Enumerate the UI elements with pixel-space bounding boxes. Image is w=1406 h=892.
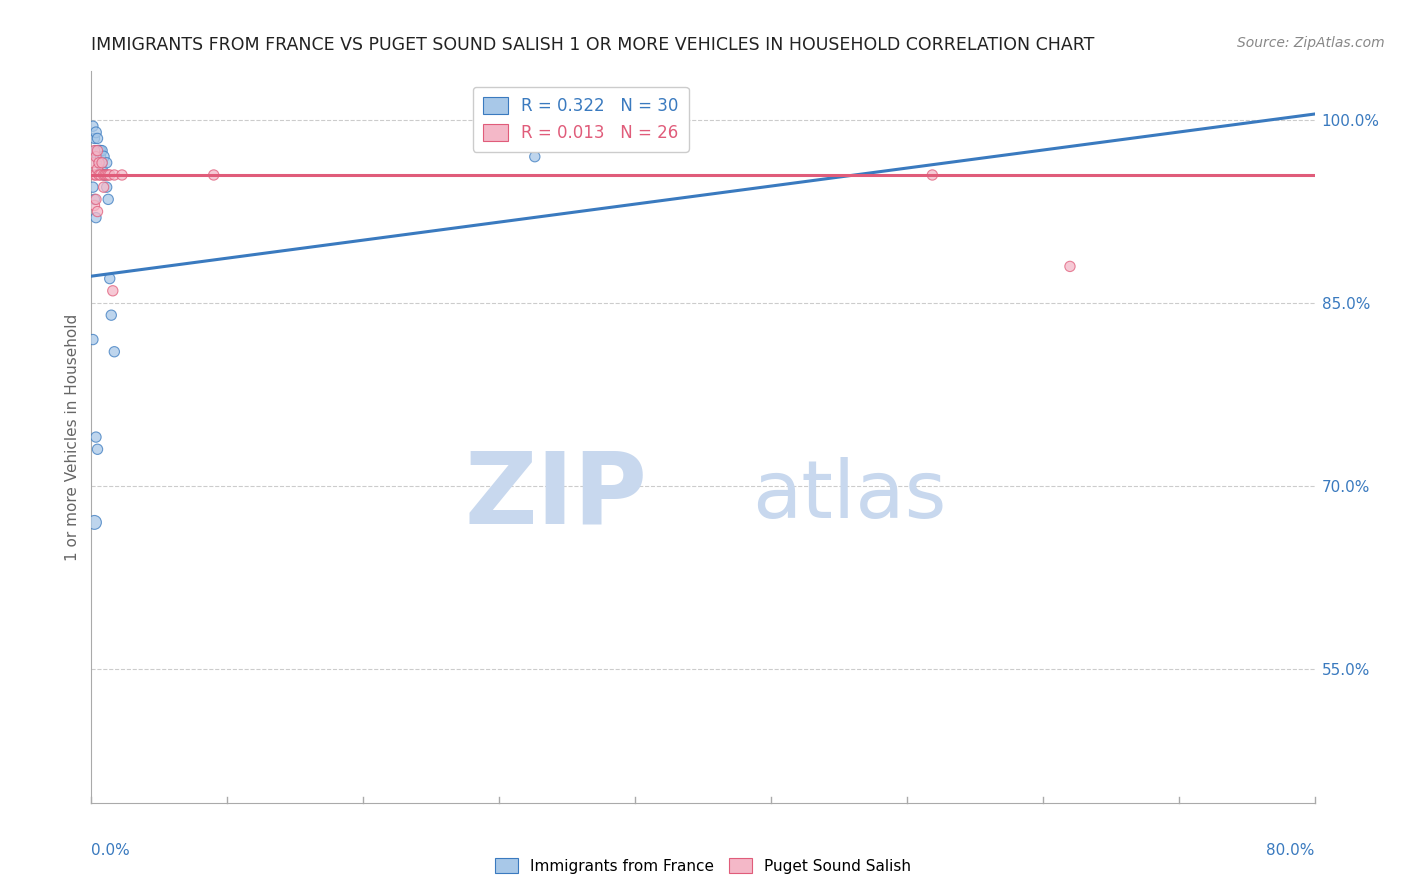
Point: [98, 168, 121, 182]
Point: [97, 168, 120, 182]
Point: [91, 156, 114, 170]
Point: [84, 168, 107, 182]
Point: [98, 271, 121, 285]
Point: [87, 156, 110, 170]
Point: [103, 344, 125, 359]
Point: [93, 168, 115, 182]
Point: [84, 150, 107, 164]
Point: [82, 333, 104, 347]
Point: [94, 168, 117, 182]
Point: [103, 168, 125, 182]
Point: [87, 156, 110, 170]
Point: [83, 193, 105, 207]
Text: ZIP: ZIP: [465, 447, 648, 544]
Text: IMMIGRANTS FROM FRANCE VS PUGET SOUND SALISH 1 OR MORE VEHICLES IN HOUSEHOLD COR: IMMIGRANTS FROM FRANCE VS PUGET SOUND SA…: [91, 36, 1095, 54]
Text: Source: ZipAtlas.com: Source: ZipAtlas.com: [1237, 36, 1385, 50]
Point: [91, 156, 114, 170]
Point: [1059, 260, 1081, 274]
Point: [94, 168, 117, 182]
Point: [84, 125, 107, 139]
Point: [96, 156, 118, 170]
Point: [91, 144, 114, 158]
Point: [91, 161, 114, 176]
Point: [523, 150, 546, 164]
Point: [87, 144, 110, 158]
Point: [90, 150, 112, 164]
Point: [921, 168, 943, 182]
Point: [82, 156, 104, 170]
Point: [84, 144, 107, 158]
Text: atlas: atlas: [752, 457, 948, 534]
Point: [83, 168, 105, 182]
Point: [93, 168, 115, 182]
Point: [90, 144, 112, 158]
Point: [101, 284, 124, 298]
Point: [96, 168, 118, 182]
Point: [82, 180, 104, 194]
Text: 0.0%: 0.0%: [91, 843, 131, 858]
Point: [97, 193, 120, 207]
Point: [84, 193, 107, 207]
Y-axis label: 1 or more Vehicles in Household: 1 or more Vehicles in Household: [65, 313, 80, 561]
Point: [93, 150, 115, 164]
Point: [90, 168, 112, 182]
Point: [82, 120, 104, 134]
Point: [86, 131, 108, 145]
Point: [83, 144, 105, 158]
Point: [84, 430, 107, 444]
Point: [87, 168, 110, 182]
Point: [86, 144, 108, 158]
Legend: Immigrants from France, Puget Sound Salish: Immigrants from France, Puget Sound Sali…: [489, 852, 917, 880]
Point: [202, 168, 225, 182]
Point: [111, 168, 134, 182]
Point: [83, 516, 105, 530]
Point: [83, 131, 105, 145]
Point: [86, 204, 108, 219]
Point: [86, 442, 108, 457]
Point: [84, 211, 107, 225]
Point: [100, 308, 122, 322]
Point: [83, 198, 105, 212]
Point: [96, 180, 118, 194]
Point: [93, 180, 115, 194]
Text: 80.0%: 80.0%: [1267, 843, 1315, 858]
Legend: R = 0.322   N = 30, R = 0.013   N = 26: R = 0.322 N = 30, R = 0.013 N = 26: [472, 87, 689, 152]
Point: [86, 161, 108, 176]
Point: [86, 150, 108, 164]
